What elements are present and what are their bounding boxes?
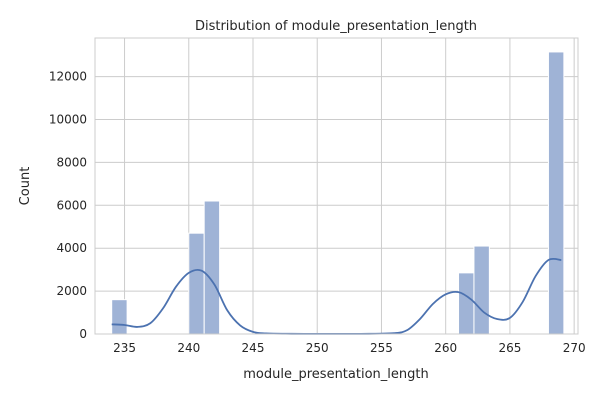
x-tick-label: 270 [563, 341, 586, 355]
y-tick-labels: 0 2000 4000 6000 8000 10000 12000 [49, 70, 87, 341]
kde-curve [111, 257, 562, 335]
y-axis-label: Count [18, 167, 33, 206]
x-tick-label: 240 [177, 341, 200, 355]
x-tick-label: 250 [306, 341, 329, 355]
x-tick-label: 260 [434, 341, 457, 355]
x-axis-label: module_presentation_length [243, 367, 428, 382]
histogram-bars [111, 51, 565, 335]
y-tick-label: 0 [79, 327, 87, 341]
y-tick-label: 10000 [49, 113, 87, 127]
kde-curve-group [111, 257, 562, 335]
x-tick-label: 265 [498, 341, 521, 355]
chart-title: Distribution of module_presentation_leng… [195, 19, 477, 34]
histogram-bar [111, 299, 128, 335]
histogram-bar [547, 51, 565, 335]
y-tick-label: 8000 [56, 155, 87, 169]
x-tick-label: 235 [113, 341, 136, 355]
histogram-bar [188, 232, 205, 335]
grid-lines [95, 38, 578, 335]
plot-frame [94, 37, 579, 335]
y-tick-label: 4000 [56, 241, 87, 255]
x-tick-label: 245 [242, 341, 265, 355]
histogram-bar [203, 200, 221, 335]
y-tick-label: 6000 [56, 198, 87, 212]
x-tick-labels: 235 240 245 250 255 260 265 270 [113, 341, 586, 355]
histogram-bar [473, 245, 490, 335]
y-tick-label: 12000 [49, 70, 87, 84]
histogram-bar [458, 272, 475, 335]
x-tick-label: 255 [370, 341, 393, 355]
y-tick-label: 2000 [56, 284, 87, 298]
